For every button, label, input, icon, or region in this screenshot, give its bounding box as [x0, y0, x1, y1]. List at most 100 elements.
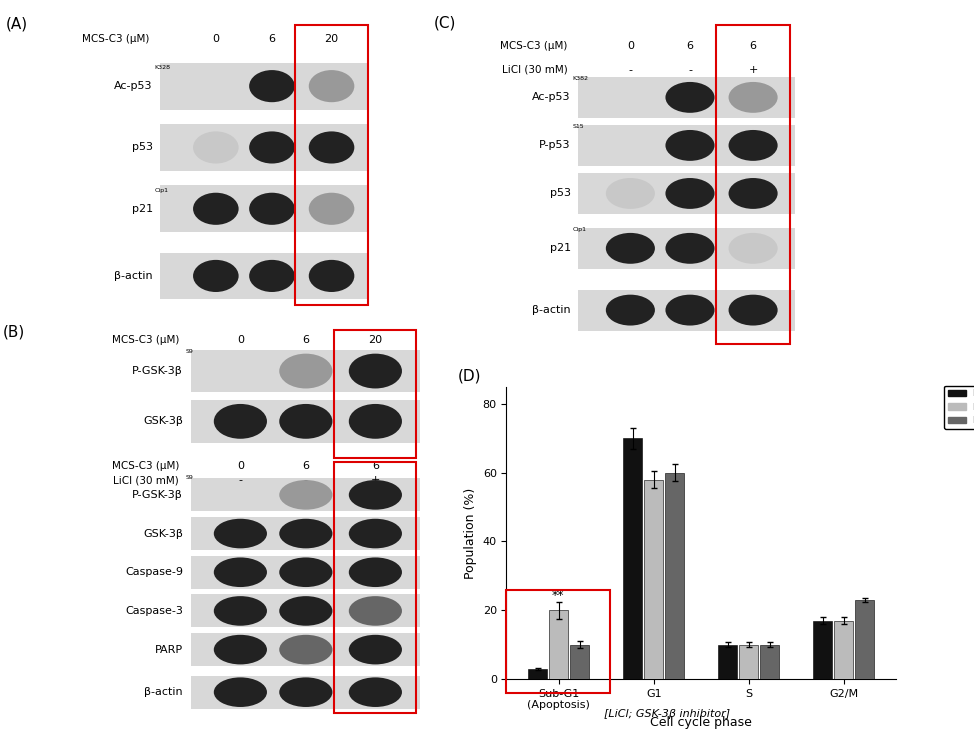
Ellipse shape [249, 193, 295, 225]
Ellipse shape [349, 677, 402, 707]
Ellipse shape [280, 353, 332, 388]
Bar [813, 620, 833, 679]
Ellipse shape [349, 558, 402, 587]
Bar [191, 676, 421, 709]
Ellipse shape [349, 635, 402, 664]
Text: -: - [628, 65, 632, 75]
Ellipse shape [665, 82, 715, 113]
Bar [578, 290, 795, 331]
Bar [334, 331, 416, 458]
Y-axis label: Population (%): Population (%) [464, 488, 477, 578]
Text: S15: S15 [573, 124, 584, 129]
Ellipse shape [349, 353, 402, 388]
Ellipse shape [729, 178, 777, 209]
Bar [191, 350, 421, 392]
Ellipse shape [213, 404, 267, 439]
Ellipse shape [606, 233, 655, 264]
Ellipse shape [213, 558, 267, 587]
Bar [665, 473, 684, 679]
Text: 6: 6 [302, 335, 310, 345]
Text: P-GSK-3β: P-GSK-3β [132, 490, 183, 500]
Ellipse shape [665, 130, 715, 161]
Bar [760, 645, 779, 679]
Bar [644, 480, 663, 679]
Text: P-GSK-3β: P-GSK-3β [132, 366, 183, 376]
Bar [855, 600, 875, 679]
Bar [578, 173, 795, 214]
Text: (B): (B) [3, 325, 25, 339]
Text: MCS-C3 (μM): MCS-C3 (μM) [112, 335, 179, 345]
Text: MCS-C3 (μM): MCS-C3 (μM) [112, 461, 179, 471]
Text: K382: K382 [573, 76, 588, 81]
Ellipse shape [280, 677, 332, 707]
Text: 6: 6 [372, 461, 379, 471]
Text: p21: p21 [549, 243, 571, 253]
Bar [160, 63, 366, 110]
Bar [835, 620, 853, 679]
Text: β-actin: β-actin [144, 687, 183, 697]
Text: (D): (D) [458, 369, 481, 384]
Text: Caspase-9: Caspase-9 [125, 567, 183, 577]
Ellipse shape [349, 480, 402, 510]
Text: Ac-p53: Ac-p53 [114, 81, 153, 91]
Text: (A): (A) [6, 16, 27, 31]
Text: LiCl (30 mM): LiCl (30 mM) [502, 65, 567, 75]
Bar [719, 645, 737, 679]
Ellipse shape [665, 233, 715, 264]
Ellipse shape [213, 596, 267, 626]
Text: β-actin: β-actin [532, 305, 571, 315]
Ellipse shape [349, 519, 402, 548]
Ellipse shape [280, 596, 332, 626]
Ellipse shape [606, 178, 655, 209]
Text: (C): (C) [434, 15, 457, 30]
Text: Caspase-3: Caspase-3 [126, 606, 183, 616]
Text: LiCl (30 mM): LiCl (30 mM) [113, 475, 179, 485]
Text: p21: p21 [131, 204, 153, 214]
Text: +: + [748, 65, 758, 75]
Bar [334, 462, 416, 713]
Text: 20: 20 [324, 34, 339, 45]
Ellipse shape [729, 295, 777, 326]
Ellipse shape [213, 635, 267, 664]
Ellipse shape [309, 193, 355, 225]
Text: MCS-C3 (μM): MCS-C3 (μM) [500, 41, 567, 51]
Text: -: - [688, 65, 692, 75]
Bar [160, 124, 366, 171]
Bar [191, 478, 421, 511]
X-axis label: Cell cycle phase: Cell cycle phase [651, 716, 752, 729]
Ellipse shape [665, 178, 715, 209]
Text: p53: p53 [131, 142, 153, 153]
Text: Cip1: Cip1 [155, 188, 169, 193]
Bar [506, 590, 610, 693]
Text: 6: 6 [302, 461, 310, 471]
Text: Ac-p53: Ac-p53 [532, 93, 571, 102]
Bar [191, 400, 421, 442]
Ellipse shape [280, 635, 332, 664]
Text: 0: 0 [212, 34, 219, 45]
Text: Cip1: Cip1 [573, 227, 586, 232]
Text: GSK-3β: GSK-3β [143, 529, 183, 539]
Ellipse shape [193, 193, 239, 225]
Ellipse shape [193, 131, 239, 164]
Bar [160, 253, 366, 299]
Text: 0: 0 [237, 461, 244, 471]
Text: 6: 6 [750, 41, 757, 51]
Ellipse shape [249, 131, 295, 164]
Ellipse shape [193, 260, 239, 292]
Text: S9: S9 [185, 475, 193, 480]
Text: β-actin: β-actin [114, 271, 153, 281]
Text: +: + [371, 475, 380, 485]
Ellipse shape [729, 82, 777, 113]
Ellipse shape [606, 295, 655, 326]
Bar [191, 633, 421, 666]
Text: 6: 6 [269, 34, 276, 45]
Text: 0: 0 [627, 41, 634, 51]
Bar [570, 645, 589, 679]
Text: MCS-C3 (μM): MCS-C3 (μM) [82, 34, 149, 45]
Bar [578, 125, 795, 166]
Text: P-p53: P-p53 [540, 140, 571, 150]
Text: -: - [239, 475, 243, 485]
Text: K328: K328 [155, 65, 170, 70]
Text: 0: 0 [237, 335, 244, 345]
Ellipse shape [309, 70, 355, 102]
